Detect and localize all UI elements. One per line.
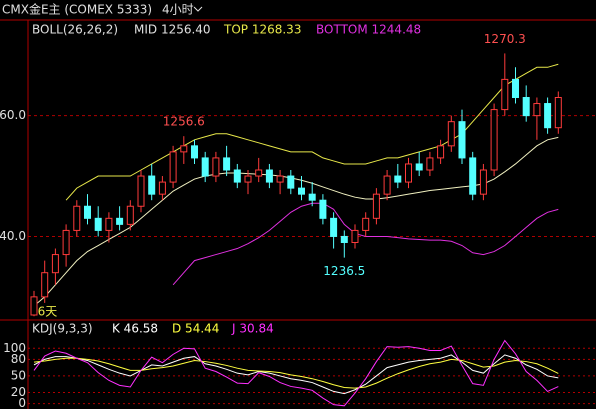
instrument: CMX金E主 (COMEX 5333) — [2, 2, 152, 17]
y-tick-label: 20 — [11, 385, 26, 399]
candle-body — [73, 205, 81, 231]
dropdown-icon[interactable] — [193, 6, 203, 12]
candle-body — [330, 217, 338, 237]
candle-body — [426, 157, 434, 171]
candle-body — [490, 109, 498, 171]
candle-body — [276, 175, 284, 183]
y-tick-label: 100 — [3, 341, 26, 355]
kdj-title[interactable]: KDJ(9,3,3) — [32, 322, 93, 336]
candle-body — [158, 181, 166, 195]
indicator-bottom: BOTTOM 1244.48 — [316, 23, 421, 37]
candle-body — [30, 296, 38, 316]
candle-body — [340, 235, 348, 243]
candle-body — [51, 254, 59, 274]
candle-body — [351, 229, 359, 243]
candle-body — [554, 97, 562, 129]
candle-body — [319, 199, 327, 219]
kdj-line — [33, 357, 559, 389]
candle-body — [62, 229, 70, 256]
price-annotation: 1270.3 — [484, 32, 526, 46]
indicator-name[interactable]: BOLL(26,26,2) — [32, 23, 118, 37]
candle-body — [437, 145, 445, 159]
indicator-top: TOP 1268.33 — [223, 23, 301, 37]
candle-body — [116, 217, 124, 225]
candle-body — [191, 145, 198, 159]
price-annotation: 1256.6 — [163, 115, 205, 129]
legend-entry: D 54.44 — [172, 322, 219, 336]
candle-body — [84, 205, 91, 219]
candle-body — [126, 205, 134, 225]
period[interactable]: 4小时 — [162, 3, 194, 17]
candle-body — [394, 175, 402, 183]
candle-body — [405, 163, 412, 183]
candle-body — [94, 217, 102, 231]
candle-body — [137, 175, 145, 207]
candle-body — [362, 217, 370, 231]
candle-body — [533, 103, 541, 117]
candle-body — [447, 121, 455, 147]
candle-body — [41, 272, 49, 298]
candle-body — [415, 163, 423, 171]
candle-body — [287, 175, 295, 189]
legend-entry: J 30.84 — [231, 322, 274, 336]
candle-body — [169, 151, 177, 183]
kdj-line — [33, 354, 559, 395]
candle-body — [180, 145, 188, 153]
candle-body — [201, 157, 209, 177]
candle-body — [479, 169, 487, 195]
y-tick-label: 260.0 — [0, 108, 26, 122]
candle-body — [148, 175, 156, 195]
candle-body — [105, 217, 113, 231]
indicator-mid: MID 1256.40 — [134, 23, 211, 37]
candle-body — [308, 193, 316, 201]
candle-body — [223, 157, 231, 171]
candle-body — [298, 187, 305, 195]
candle-body — [522, 97, 530, 117]
candle-body — [265, 169, 273, 183]
candle-body — [469, 157, 477, 195]
boll-line — [65, 63, 559, 201]
kdj-line — [33, 339, 559, 407]
y-tick-label: 80 — [11, 352, 26, 366]
candle-body — [512, 78, 519, 99]
candle-body — [233, 169, 241, 183]
price-annotation: 1236.5 — [323, 264, 365, 278]
candle-body — [244, 175, 252, 183]
candle-body — [212, 157, 220, 177]
candle-body — [501, 78, 509, 111]
boll-line — [33, 136, 559, 307]
candle-body — [372, 193, 380, 219]
y-tick-label: 0 — [18, 396, 26, 409]
y-tick-label: 240.0 — [0, 229, 26, 243]
candle-body — [458, 121, 466, 159]
candle-body — [544, 103, 552, 129]
legend-entry: K 46.58 — [112, 322, 158, 336]
boll-line — [172, 202, 559, 286]
header-bar — [0, 0, 596, 20]
candle-body — [383, 175, 391, 195]
candle-body — [255, 169, 263, 177]
y-tick-label: 50 — [11, 368, 26, 382]
